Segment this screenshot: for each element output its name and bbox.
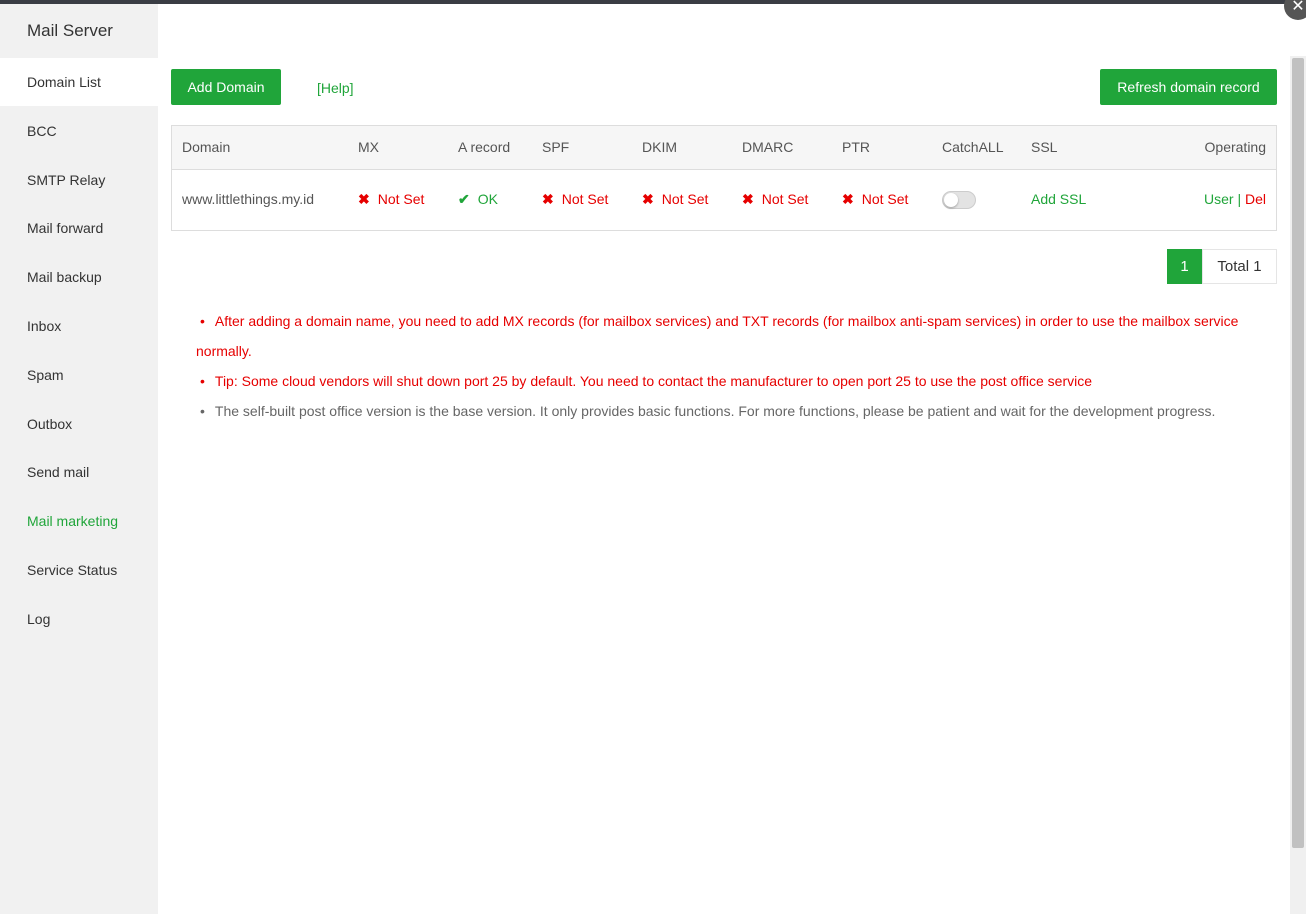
sidebar-title: Mail Server <box>27 21 113 40</box>
notes: After adding a domain name, you need to … <box>196 306 1266 426</box>
dkim-cell: ✖ Not Set <box>642 191 709 207</box>
status: Not Set <box>377 191 425 207</box>
close-button[interactable]: ✕ <box>1284 0 1306 20</box>
status: Not Set <box>561 191 609 207</box>
ptr-cell: ✖ Not Set <box>842 191 909 207</box>
column-header: CatchALL <box>942 139 1004 155</box>
refresh-button[interactable]: Refresh domain record <box>1100 69 1277 105</box>
del-link[interactable]: Del <box>1244 191 1266 207</box>
status: OK <box>477 191 498 207</box>
note: After adding a domain name, you need to … <box>196 306 1266 366</box>
column-header: PTR <box>842 139 870 155</box>
sidebar: Mail Server Domain List BCC SMTP Relay Mail… <box>0 4 158 914</box>
add-ssl-link[interactable]: Add SSL <box>1031 191 1087 207</box>
menu-item[interactable]: Domain List <box>0 58 158 106</box>
column-header: A record <box>458 139 511 155</box>
domain-cell: www.littlethings.my.id <box>182 191 315 207</box>
page-number[interactable]: 1 <box>1167 249 1202 284</box>
menu-item[interactable]: Outbox <box>27 415 73 432</box>
table-header: Domain MX A record SPF DKIM DMARC PTR CatchALL S… <box>172 126 1276 170</box>
operating-cell: User | Del <box>1204 191 1266 207</box>
status: Not Set <box>861 191 909 207</box>
domain-table: Domain MX A record SPF DKIM DMARC PTR CatchALL S… <box>171 125 1277 231</box>
dmarc-cell: ✖ Not Set <box>742 191 809 207</box>
column-header: SPF <box>542 139 570 155</box>
menu-item[interactable]: BCC <box>27 122 57 139</box>
scroll-thumb[interactable] <box>1292 58 1304 848</box>
note: The self-built post office version is th… <box>196 396 1266 426</box>
column-header: MX <box>358 139 379 155</box>
a-record-cell: ✔ OK <box>458 191 498 207</box>
menu-item[interactable]: Mail backup <box>27 269 102 286</box>
separator: | <box>1237 191 1242 207</box>
column-header: SSL <box>1031 139 1058 155</box>
spf-cell: ✖ Not Set <box>542 191 609 207</box>
status: Not Set <box>661 191 709 207</box>
menu-item[interactable]: SMTP Relay <box>27 171 106 188</box>
menu-item[interactable]: Mail marketing <box>27 513 119 530</box>
top-bar <box>0 0 1306 4</box>
column-header: DKIM <box>642 139 677 155</box>
menu-item[interactable]: Inbox <box>27 318 62 334</box>
mx-cell: ✖ Not Set <box>358 191 425 207</box>
menu-item[interactable]: Log <box>27 610 51 627</box>
menu-item[interactable]: Mail forward <box>27 220 104 237</box>
help-link[interactable]: [Help] <box>317 80 354 96</box>
menu-item[interactable]: Spam <box>27 366 64 383</box>
column-header: Domain <box>182 139 231 155</box>
add-domain-button[interactable]: Add Domain <box>171 69 281 105</box>
menu-item[interactable]: Service Status <box>27 562 118 578</box>
column-header: DMARC <box>742 139 794 155</box>
menu-item[interactable]: Send mail <box>27 464 90 481</box>
page-total: Total 1 <box>1202 249 1277 284</box>
column-header: Operating <box>1204 139 1266 155</box>
note: Tip: Some cloud vendors will shut down p… <box>196 366 1266 396</box>
catchall-toggle[interactable] <box>942 191 976 209</box>
user-link[interactable]: User <box>1204 191 1234 207</box>
status: Not Set <box>761 191 809 207</box>
